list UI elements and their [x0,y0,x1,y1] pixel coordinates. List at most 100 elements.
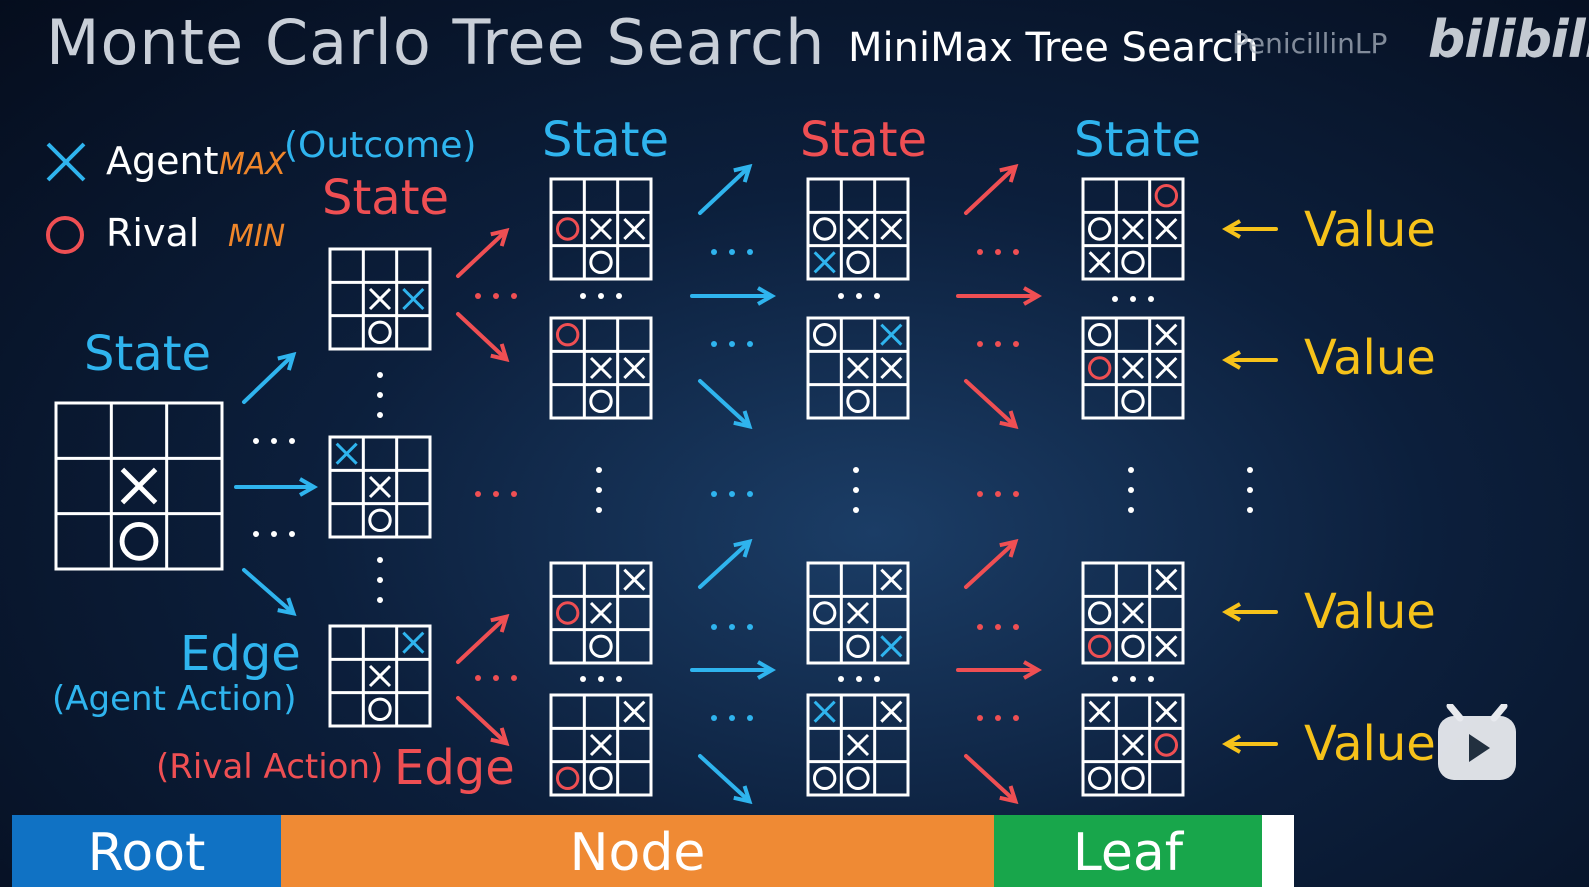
x-mark [1155,356,1178,380]
leaf-bar [994,815,1262,887]
x-mark [623,356,646,380]
o-mark [846,389,870,414]
dots-agent-2 [711,341,753,347]
x-mark [1088,251,1111,274]
root-bar [12,815,281,887]
x-mark [880,323,903,346]
dots-col1-lower [580,676,622,682]
arrow-rival-2 [456,312,510,363]
x-mark [880,635,903,658]
rival-edge-label: Edge [394,740,515,796]
vdots-outcome-upper [377,372,383,418]
x-mark [880,217,903,241]
x-mark [120,467,158,505]
o-mark [368,320,392,345]
o-mark [1121,389,1145,414]
x-mark [880,356,903,380]
x-mark [880,700,903,723]
o-mark [368,697,392,722]
o-mark [1087,356,1112,380]
watermark-text: PenicillinLP [1232,27,1388,60]
x-mark [846,733,870,757]
x-mark [1155,635,1178,658]
x-mark [368,664,392,688]
x-mark [623,568,646,591]
arrow-agent-4 [698,538,753,589]
x-mark [1155,700,1178,723]
x-mark [813,700,836,723]
col2-board-1 [806,177,910,281]
col1-board-3 [549,561,653,665]
dots-col1-upper [580,293,622,299]
vdots-outcome-lower [377,557,383,603]
vdots-col3 [1128,467,1134,513]
x-mark [368,287,392,311]
col3-board-2 [1081,316,1185,420]
o-mark [555,601,580,625]
x-mark [880,568,903,591]
o-mark [1087,634,1112,659]
x-mark [1088,700,1111,723]
col2-board-3 [806,561,910,665]
bar-end [1262,815,1294,887]
agent-action-label: (Agent Action) [52,679,297,719]
arrow-root-up [242,351,297,404]
dots-rival-col-5 [977,715,1019,721]
arrow-rival-4 [456,696,510,747]
o-mark [119,521,159,561]
node-bar-label: Node [569,823,706,883]
col3-board-4 [1081,693,1185,797]
o-mark [555,217,580,241]
x-mark [846,217,870,241]
col1-board-2 [549,316,653,420]
o-mark [812,766,837,791]
value-label-3: Value [1304,584,1436,640]
x-mark [1155,568,1178,591]
col2-board-4 [806,693,910,797]
x-mark [623,217,646,241]
o-mark [1087,766,1112,791]
x-mark [623,700,646,723]
o-mark [846,766,870,791]
legend-agent-role: MAX [219,147,286,182]
col1-board-4 [549,693,653,797]
legend-agent-label: Agent [106,139,219,183]
x-mark [1121,733,1145,757]
o-mark [1154,733,1179,757]
x-mark [402,287,425,311]
o-mark [1121,634,1145,659]
x-mark [813,251,836,274]
arrow-rival-col-1 [964,163,1019,215]
arrow-rival-col-4 [964,538,1019,589]
x-mark [846,601,870,625]
dots-rival-mid [475,491,517,497]
x-mark [846,356,870,380]
x-mark [1121,601,1145,625]
x-mark [402,631,425,654]
arrow-agent-6 [698,754,753,805]
state-col2-label: State [800,112,928,168]
dots-col3-lower [1112,676,1154,682]
rival-action-label: (Rival Action) [156,747,384,787]
col1-board-1 [549,177,653,281]
root-state-label: State [84,326,212,382]
rival-o-icon [46,216,84,254]
o-mark [812,322,837,347]
o-mark [846,250,870,275]
arrow-agent-1 [698,163,753,215]
dots-agent-1 [711,249,753,255]
o-mark [555,766,580,791]
o-mark [589,766,613,791]
value-label-4: Value [1304,716,1436,772]
o-mark [1121,766,1145,791]
play-icon[interactable] [1436,704,1518,782]
vdots-col1 [596,467,602,513]
vdots-col2 [853,467,859,513]
root-bar-label: Root [87,823,206,883]
o-mark [812,217,837,241]
o-mark [368,508,392,533]
x-mark [335,442,358,465]
arrow-agent-3 [698,379,753,430]
